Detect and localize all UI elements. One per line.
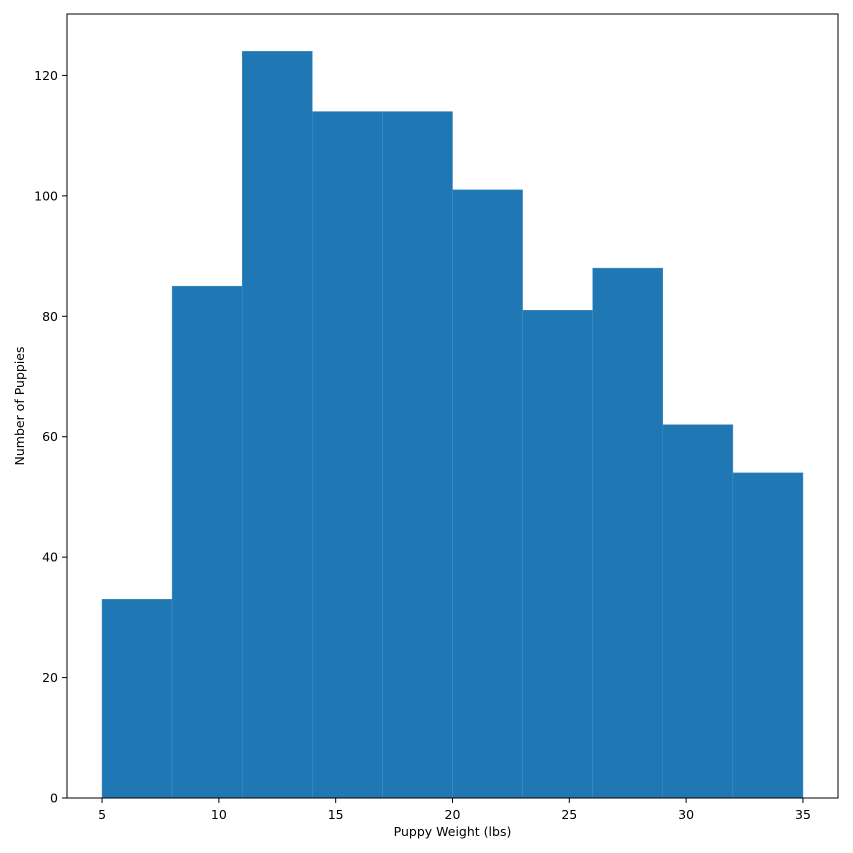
plot-frame: [66, 13, 839, 799]
histogram-bar: [662, 424, 734, 799]
histogram-bar: [171, 285, 243, 799]
x-tick-label: 5: [98, 807, 106, 822]
histogram-bar: [592, 267, 664, 799]
y-tick-label: 120: [34, 68, 58, 83]
bars-group: [101, 51, 804, 799]
y-tick-label: 60: [42, 429, 58, 444]
x-axis-ticks: 5 10 15 20 25 30 35: [98, 798, 811, 822]
histogram-bar: [522, 310, 593, 799]
x-tick-label: 30: [678, 807, 694, 822]
y-axis-label: Number of Puppies: [12, 347, 27, 466]
y-axis-ticks: 0 20 40 60 80 100 120: [34, 68, 67, 806]
histogram-bar: [452, 189, 523, 799]
x-tick-label: 35: [795, 807, 811, 822]
x-tick-label: 10: [211, 807, 227, 822]
histogram-bar: [241, 51, 313, 799]
y-tick-label: 100: [34, 188, 58, 203]
y-tick-label: 40: [42, 550, 58, 565]
x-tick-label: 20: [445, 807, 461, 822]
histogram-bar: [312, 111, 383, 799]
x-axis-label: Puppy Weight (lbs): [394, 824, 512, 839]
histogram-bar: [382, 111, 453, 799]
y-tick-label: 0: [50, 791, 58, 806]
y-tick-label: 80: [42, 309, 58, 324]
y-tick-label: 20: [42, 670, 58, 685]
x-tick-label: 15: [328, 807, 344, 822]
histogram-bar: [101, 599, 173, 799]
histogram-bar: [732, 472, 804, 799]
x-tick-label: 25: [561, 807, 577, 822]
